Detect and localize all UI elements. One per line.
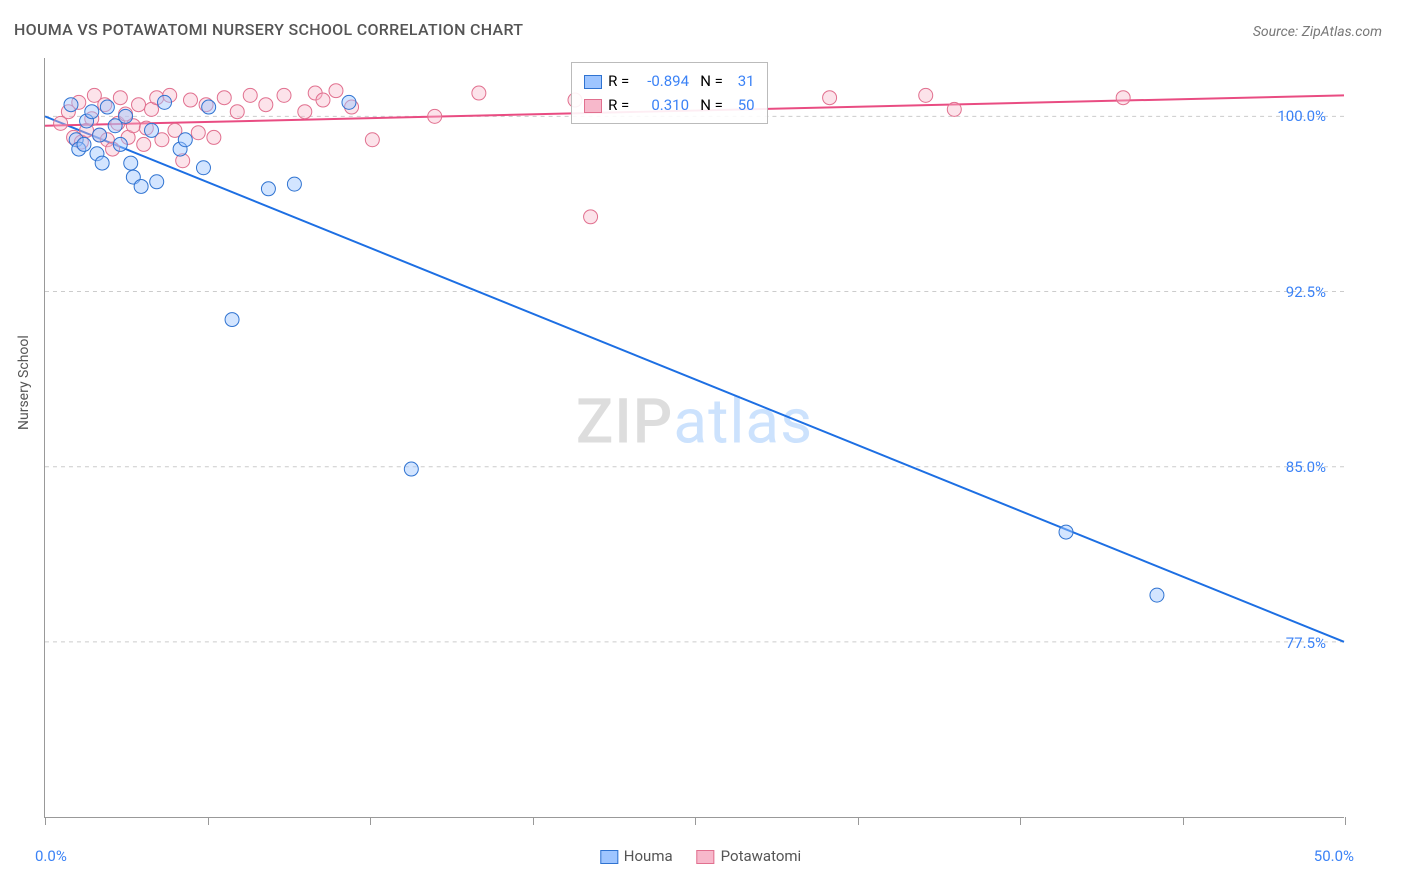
n-label: N =: [700, 72, 723, 90]
data-point-potawatomi: [947, 102, 961, 116]
r-value: -0.894: [633, 69, 689, 93]
bottom-legend: Houma Potawatomi: [582, 847, 807, 865]
x-tick: [45, 817, 46, 825]
data-point-houma: [124, 156, 138, 170]
regression-line-houma: [45, 116, 1344, 641]
x-tick-label-min: 0.0%: [35, 847, 67, 865]
data-point-potawatomi: [919, 88, 933, 102]
data-point-houma: [100, 100, 114, 114]
data-point-houma: [158, 95, 172, 109]
data-point-houma: [113, 137, 127, 151]
data-point-houma: [1150, 588, 1164, 602]
data-point-potawatomi: [365, 133, 379, 147]
x-tick: [533, 817, 534, 825]
legend-swatch: [600, 850, 618, 864]
data-point-houma: [342, 95, 356, 109]
y-tick-label: 77.5%: [1286, 634, 1326, 652]
legend-swatch: [584, 75, 602, 89]
x-tick: [208, 817, 209, 825]
data-point-houma: [225, 313, 239, 327]
data-point-houma: [77, 137, 91, 151]
r-label: R =: [608, 96, 629, 114]
stats-row-houma: R = -0.894 N = 31: [584, 69, 755, 93]
n-value: 31: [727, 69, 755, 93]
stats-row-potawatomi: R = 0.310 N = 50: [584, 93, 755, 117]
data-point-potawatomi: [298, 105, 312, 119]
data-point-houma: [134, 179, 148, 193]
x-tick-label-max: 50.0%: [1314, 847, 1354, 865]
correlation-chart: HOUMA VS POTAWATOMI NURSERY SCHOOL CORRE…: [0, 0, 1406, 892]
data-point-houma: [404, 462, 418, 476]
data-point-potawatomi: [259, 98, 273, 112]
data-point-potawatomi: [191, 126, 205, 140]
data-point-houma: [202, 100, 216, 114]
legend-label: Houma: [624, 847, 673, 865]
x-tick: [858, 817, 859, 825]
data-point-houma: [93, 128, 107, 142]
data-point-potawatomi: [243, 88, 257, 102]
data-point-potawatomi: [217, 91, 231, 105]
data-point-potawatomi: [329, 84, 343, 98]
data-point-houma: [95, 156, 109, 170]
data-point-houma: [64, 98, 78, 112]
plot-area: ZIPatlas R = -0.894 N = 31R = 0.310 N = …: [44, 58, 1344, 818]
data-point-potawatomi: [316, 93, 330, 107]
data-point-potawatomi: [428, 109, 442, 123]
y-axis-label: Nursery School: [16, 335, 32, 430]
chart-source: Source: ZipAtlas.com: [1253, 24, 1382, 40]
stats-legend: R = -0.894 N = 31R = 0.310 N = 50: [571, 62, 768, 124]
x-tick: [370, 817, 371, 825]
data-point-houma: [261, 182, 275, 196]
data-point-houma: [150, 175, 164, 189]
legend-swatch: [584, 99, 602, 113]
data-point-potawatomi: [823, 91, 837, 105]
data-point-potawatomi: [132, 98, 146, 112]
data-point-houma: [178, 133, 192, 147]
chart-title: HOUMA VS POTAWATOMI NURSERY SCHOOL CORRE…: [14, 20, 523, 39]
data-point-potawatomi: [472, 86, 486, 100]
data-point-potawatomi: [207, 130, 221, 144]
y-tick-label: 92.5%: [1286, 283, 1326, 301]
data-point-potawatomi: [277, 88, 291, 102]
x-tick: [1183, 817, 1184, 825]
legend-label: Potawatomi: [721, 847, 802, 865]
n-value: 50: [727, 93, 755, 117]
n-label: N =: [700, 96, 723, 114]
data-point-houma: [1059, 525, 1073, 539]
data-point-houma: [287, 177, 301, 191]
data-point-houma: [85, 105, 99, 119]
data-point-potawatomi: [584, 210, 598, 224]
data-point-houma: [145, 123, 159, 137]
data-point-potawatomi: [1116, 91, 1130, 105]
x-tick: [1020, 817, 1021, 825]
data-point-houma: [119, 109, 133, 123]
y-tick-label: 100.0%: [1277, 107, 1326, 125]
data-point-potawatomi: [230, 105, 244, 119]
y-tick-label: 85.0%: [1286, 458, 1326, 476]
data-point-potawatomi: [137, 137, 151, 151]
r-label: R =: [608, 72, 629, 90]
legend-swatch: [697, 850, 715, 864]
x-tick: [1345, 817, 1346, 825]
data-point-potawatomi: [113, 91, 127, 105]
data-point-houma: [196, 161, 210, 175]
data-point-potawatomi: [183, 93, 197, 107]
r-value: 0.310: [633, 93, 689, 117]
plot-svg: [45, 58, 1344, 817]
x-tick: [695, 817, 696, 825]
